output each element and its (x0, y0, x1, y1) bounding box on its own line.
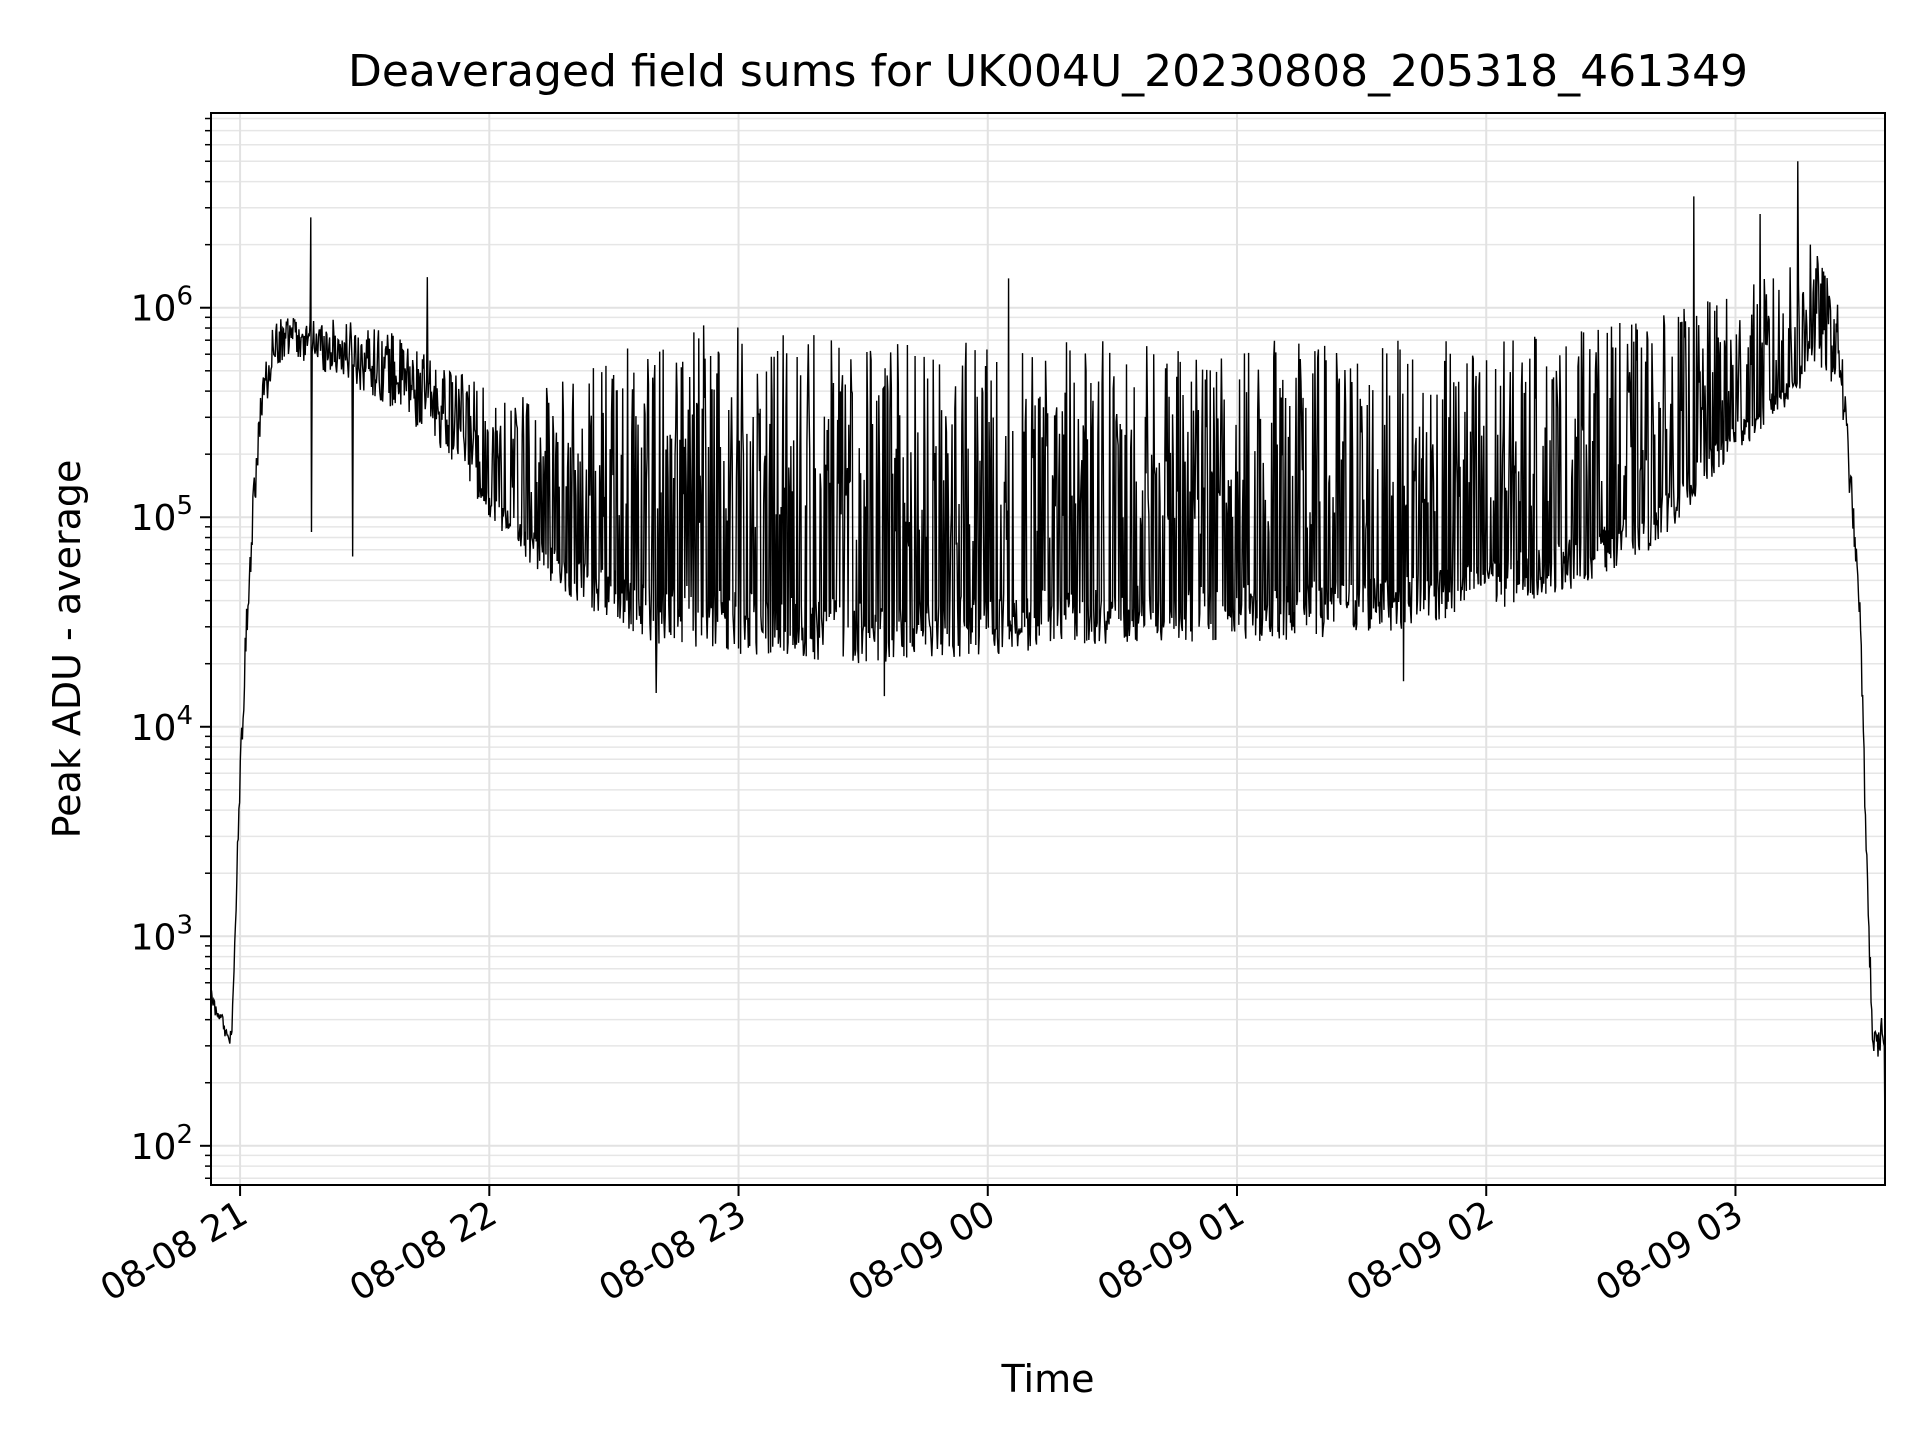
x-tick-label: 08-09 00 (842, 1193, 1003, 1309)
x-tick-label: 08-08 22 (343, 1193, 504, 1309)
y-axis: 102 103 104 105 106 (131, 117, 211, 1180)
grid (211, 113, 1885, 1185)
y-tick-label: 102 (131, 1120, 193, 1168)
y-tick-label: 103 (131, 910, 193, 958)
x-tick-label: 08-08 21 (94, 1193, 255, 1309)
x-tick-label: 08-09 03 (1589, 1193, 1750, 1309)
series-line (211, 161, 1885, 1142)
x-tick-label: 08-08 23 (592, 1193, 753, 1309)
x-axis: 08-08 21 08-08 22 08-08 23 08-09 00 08-09 01… (94, 1185, 1750, 1310)
chart-title: Deaveraged field sums for UK004U_2023080… (348, 46, 1748, 97)
x-tick-label: 08-09 02 (1340, 1193, 1501, 1309)
y-tick-label: 105 (131, 491, 193, 539)
y-axis-label: Peak ADU - average (45, 460, 89, 839)
series-path (211, 161, 1885, 1142)
plot-frame (210, 112, 1886, 1186)
x-tick-label: 08-09 01 (1091, 1193, 1252, 1309)
x-axis-label: Time (1001, 1357, 1095, 1401)
y-tick-label: 104 (131, 701, 193, 749)
y-tick-label: 106 (131, 282, 193, 330)
